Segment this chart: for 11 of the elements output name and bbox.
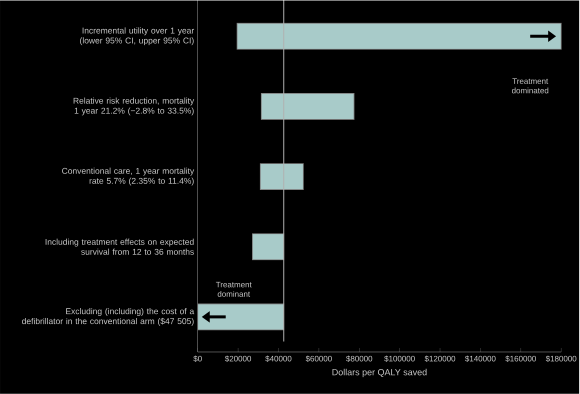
bar: [260, 93, 354, 120]
x-axis-title: Dollars per QALY saved: [332, 368, 427, 378]
bar: [260, 163, 304, 190]
y-tick-label: Excluding (including) the cost of a defibrillator in the conventional arm ($47 505): [22, 308, 194, 326]
y-tick-label: Incremental utility over 1 year (lower 95% CI, upper 95% CI): [80, 27, 194, 46]
bar: [236, 22, 562, 50]
y-tick-label: Including treatment effects on expected survival from 12 to 36 months: [46, 238, 194, 255]
y-tick-label: Relative risk reduction, mortality 1 year 21.2% (−2.8% to 33.5%): [74, 98, 194, 116]
bar: [252, 233, 284, 260]
y-tick-label: Conventional care, 1 year mortality rate 5.7% (2.35% to 11.4%): [62, 168, 194, 186]
bar: [197, 304, 284, 330]
